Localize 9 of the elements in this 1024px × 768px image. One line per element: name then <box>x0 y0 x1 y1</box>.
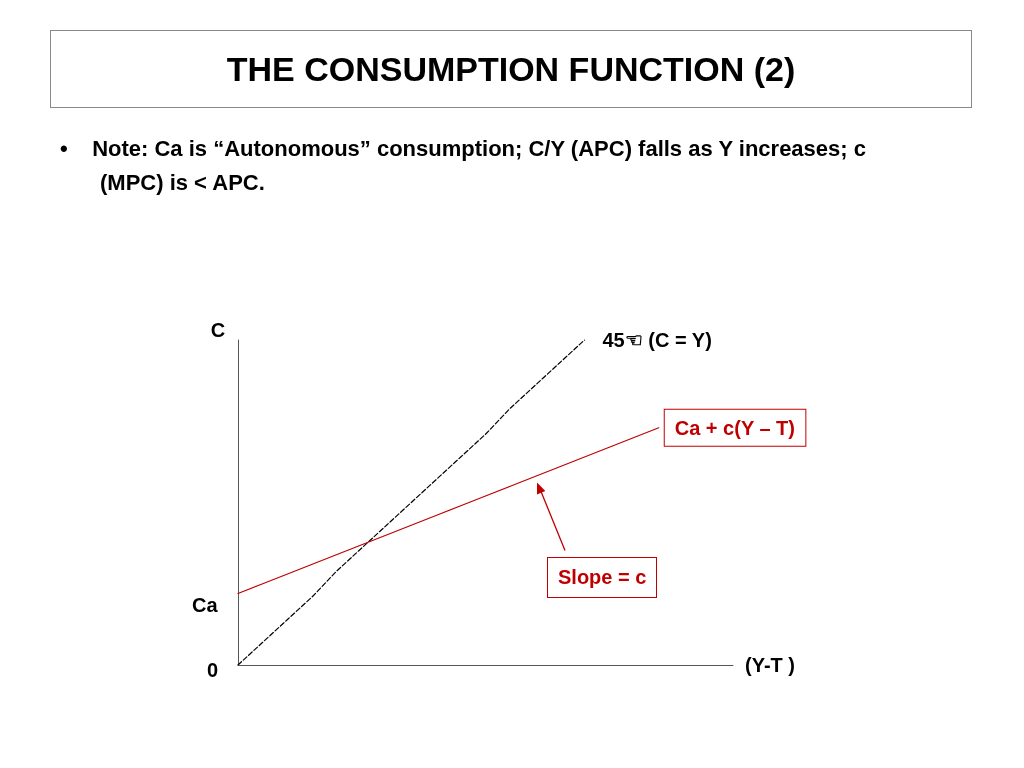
y-axis-title: C <box>210 319 226 341</box>
text: Ca <box>192 593 218 617</box>
annotation: Slope = c <box>547 556 658 598</box>
series-label: 45☜ (C = Y) <box>602 329 712 351</box>
series-label: Ca + c(Y – T) <box>674 416 795 439</box>
text: 0 <box>207 659 219 682</box>
chart-subtitle: • Note: Ca is “Autonomous” consumption; C/Y (APC) falls as Y increases; c (MPC) is < APC. <box>60 136 867 195</box>
x-axis-title: (Y-T ) <box>745 654 795 676</box>
chart-title: THE CONSUMPTION FUNCTION (2) <box>50 30 972 108</box>
